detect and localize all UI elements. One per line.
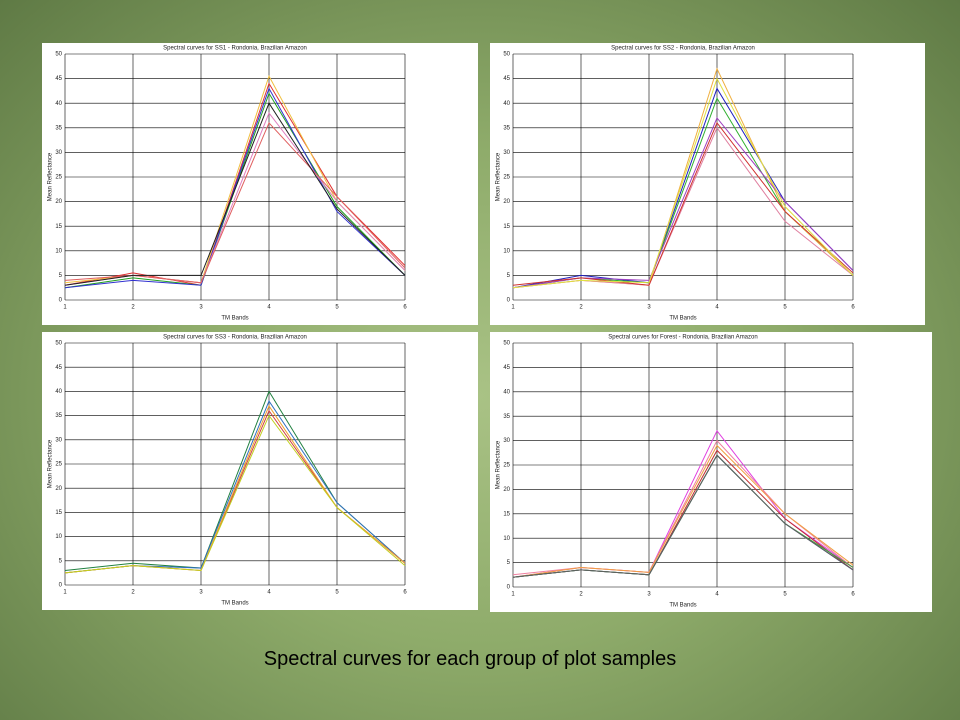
chart-title: Spectral curves for Forest - Rondonia, B… <box>608 335 757 341</box>
series-line <box>512 121 854 286</box>
y-tick-label: 25 <box>503 463 510 469</box>
y-tick-label: 45 <box>503 76 510 82</box>
y-tick-label: 5 <box>59 273 63 279</box>
x-tick-label: 2 <box>131 305 135 311</box>
panel <box>42 332 478 610</box>
y-tick-label: 0 <box>59 583 63 589</box>
y-tick-label: 0 <box>507 298 511 304</box>
x-tick-label: 3 <box>199 305 203 311</box>
x-tick-label: 3 <box>199 590 203 596</box>
y-tick-label: 0 <box>59 298 63 304</box>
series-line <box>512 454 854 578</box>
x-tick-label: 6 <box>403 590 407 596</box>
y-tick-label: 40 <box>55 389 62 395</box>
x-tick-label: 6 <box>851 305 855 311</box>
x-tick-label: 5 <box>783 305 787 311</box>
y-tick-label: 15 <box>503 224 510 230</box>
series-line <box>64 87 406 289</box>
y-tick-label: 50 <box>503 341 510 347</box>
y-tick-label: 40 <box>503 389 510 395</box>
series-line <box>512 77 854 289</box>
x-tick-label: 1 <box>511 592 515 598</box>
y-axis-label: Mean Reflectance <box>48 152 54 201</box>
y-tick-label: 30 <box>55 437 62 443</box>
y-tick-label: 25 <box>55 462 62 468</box>
y-tick-label: 35 <box>503 125 510 131</box>
y-tick-label: 45 <box>55 365 62 371</box>
series-line <box>512 444 854 578</box>
x-tick-label: 5 <box>783 592 787 598</box>
x-tick-label: 4 <box>267 590 271 596</box>
y-tick-label: 10 <box>55 248 62 254</box>
x-tick-label: 1 <box>63 590 67 596</box>
y-axis-label: Mean Reflectance <box>48 439 54 488</box>
x-tick-label: 5 <box>335 590 339 596</box>
x-tick-label: 6 <box>851 592 855 598</box>
x-tick-label: 3 <box>647 305 651 311</box>
series-line <box>64 414 406 574</box>
y-tick-label: 45 <box>55 76 62 82</box>
y-tick-label: 10 <box>55 534 62 540</box>
chart-title: Spectral curves for SS2 - Rondonia, Braz… <box>611 46 755 52</box>
y-tick-label: 5 <box>507 273 511 279</box>
x-tick-label: 4 <box>267 305 271 311</box>
y-tick-label: 40 <box>55 101 62 107</box>
x-tick-label: 1 <box>63 305 67 311</box>
y-tick-label: 10 <box>503 536 510 542</box>
y-tick-label: 5 <box>59 558 63 564</box>
y-tick-label: 30 <box>503 438 510 444</box>
x-axis-label: TM Bands <box>221 601 248 607</box>
y-tick-label: 20 <box>503 487 510 493</box>
chart-title: Spectral curves for SS3 - Rondonia, Braz… <box>163 335 307 341</box>
y-tick-label: 15 <box>503 511 510 517</box>
x-axis-label: TM Bands <box>669 603 696 609</box>
y-tick-label: 35 <box>55 413 62 419</box>
x-tick-label: 3 <box>647 592 651 598</box>
x-tick-label: 6 <box>403 305 407 311</box>
x-tick-label: 5 <box>335 305 339 311</box>
y-tick-label: 10 <box>503 248 510 254</box>
x-axis-label: TM Bands <box>221 316 248 322</box>
y-tick-label: 35 <box>503 414 510 420</box>
series-line <box>64 102 406 286</box>
y-axis-label: Mean Reflectance <box>496 152 502 201</box>
x-tick-label: 2 <box>579 592 583 598</box>
y-tick-label: 15 <box>55 510 62 516</box>
panel <box>490 332 932 612</box>
y-tick-label: 50 <box>503 52 510 58</box>
caption: Spectral curves for each group of plot s… <box>263 648 677 670</box>
chart-title: Spectral curves for SS1 - Rondonia, Braz… <box>163 46 307 52</box>
panel <box>490 43 925 325</box>
y-tick-label: 50 <box>55 52 62 58</box>
y-tick-label: 20 <box>503 199 510 205</box>
y-tick-label: 35 <box>55 125 62 131</box>
y-tick-label: 30 <box>503 150 510 156</box>
x-axis-label: TM Bands <box>669 316 696 322</box>
y-tick-label: 40 <box>503 101 510 107</box>
x-tick-label: 2 <box>579 305 583 311</box>
y-tick-label: 15 <box>55 224 62 230</box>
y-tick-label: 50 <box>55 341 62 347</box>
y-tick-label: 5 <box>507 560 511 566</box>
y-tick-label: 25 <box>503 175 510 181</box>
x-tick-label: 4 <box>715 592 719 598</box>
x-tick-label: 1 <box>511 305 515 311</box>
y-tick-label: 20 <box>55 486 62 492</box>
x-tick-label: 4 <box>715 305 719 311</box>
y-tick-label: 0 <box>507 585 511 591</box>
series-line <box>64 121 406 284</box>
y-tick-label: 30 <box>55 150 62 156</box>
y-tick-label: 25 <box>55 175 62 181</box>
y-tick-label: 45 <box>503 365 510 371</box>
y-axis-label: Mean Reflectance <box>496 440 502 489</box>
x-tick-label: 2 <box>131 590 135 596</box>
y-tick-label: 20 <box>55 199 62 205</box>
